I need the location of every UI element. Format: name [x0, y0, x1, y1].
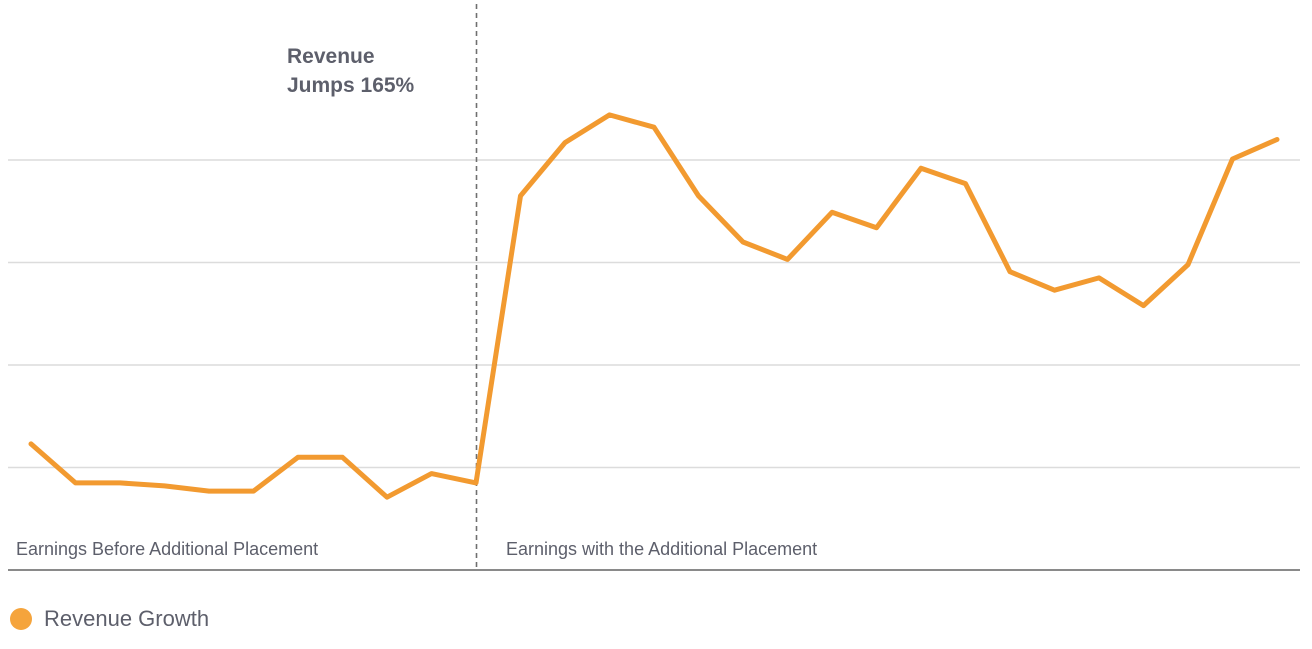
data-point-21: [917, 164, 925, 172]
revenue-jump-annotation: Revenue Jumps 165%: [287, 45, 415, 97]
series-line-revenue-growth: [28, 112, 1280, 500]
data-point-6: [250, 487, 258, 495]
data-point-9: [383, 493, 391, 501]
annotation-line-2: Jumps 165%: [287, 74, 415, 97]
chart-plot-area: Revenue Jumps 165% Earnings Before Addit…: [8, 4, 1300, 571]
data-point-20: [873, 224, 881, 232]
data-point-22: [962, 180, 970, 188]
data-point-12: [517, 192, 525, 200]
annotation-line-1: Revenue: [287, 45, 375, 68]
data-point-27: [1184, 261, 1192, 269]
data-point-19: [828, 208, 836, 216]
data-point-8: [339, 453, 347, 461]
data-point-3: [116, 479, 124, 487]
data-point-29: [1273, 136, 1281, 144]
legend: Revenue Growth: [10, 606, 209, 632]
data-point-26: [1140, 302, 1148, 310]
data-point-15: [650, 123, 658, 131]
data-point-13: [561, 139, 569, 147]
data-point-25: [1095, 274, 1103, 282]
legend-label: Revenue Growth: [44, 606, 210, 631]
data-point-2: [72, 479, 80, 487]
data-point-1: [27, 440, 35, 448]
data-point-23: [1006, 268, 1014, 276]
data-point-10: [428, 470, 436, 478]
data-point-14: [606, 111, 614, 119]
region-label-after: Earnings with the Additional Placement: [506, 539, 817, 559]
region-label-before: Earnings Before Additional Placement: [16, 539, 318, 559]
legend-swatch: [10, 608, 32, 630]
data-point-18: [784, 255, 792, 263]
grid-layer: [8, 159, 1300, 571]
data-point-28: [1229, 155, 1237, 163]
data-point-17: [739, 238, 747, 246]
data-point-16: [695, 192, 703, 200]
data-point-5: [205, 487, 213, 495]
data-point-4: [161, 482, 169, 490]
series-layer: [27, 111, 1281, 501]
data-point-11: [472, 479, 480, 487]
data-point-24: [1051, 286, 1059, 294]
data-point-7: [294, 453, 302, 461]
